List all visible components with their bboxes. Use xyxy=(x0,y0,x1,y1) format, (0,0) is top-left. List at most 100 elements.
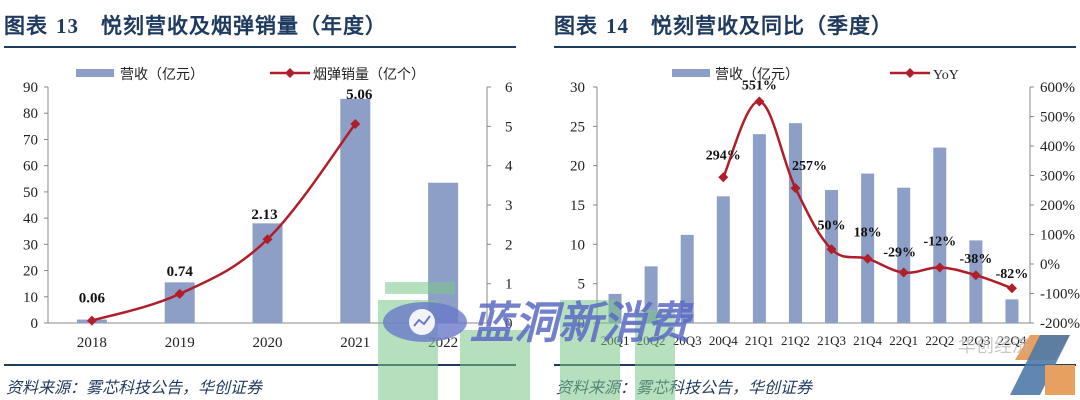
source-note: 资料来源：雾芯科技公告，华创证券 xyxy=(6,380,263,397)
figure-number: 13 xyxy=(56,14,79,38)
data-label: 294% xyxy=(706,148,741,163)
y2-tick-label: 1 xyxy=(505,277,513,293)
y2-tick-label: 300% xyxy=(1040,169,1075,185)
legend-bar-swatch xyxy=(672,69,710,77)
quarterly-chart-panel: 图表 14 悦刻营收及同比（季度） 资料来源：雾芯科技公告，华创证券 xyxy=(550,0,1080,400)
bar xyxy=(428,182,459,323)
x-tick-label: 22Q1 xyxy=(889,333,918,348)
legend-bar-label: 营收（亿元） xyxy=(715,67,799,83)
data-point-marker xyxy=(718,172,729,183)
y2-tick-label: 0 xyxy=(505,316,513,332)
yoy-line-series xyxy=(722,100,1013,290)
data-label: 0.06 xyxy=(79,291,106,307)
y-tick-label: 0 xyxy=(31,316,39,332)
y2-tick-label: -100% xyxy=(1040,287,1080,303)
data-point-marker xyxy=(754,96,765,107)
x-tick-label: 21Q1 xyxy=(745,333,774,348)
bar xyxy=(861,173,875,323)
quarterly-chart: 0 5 10 15 20 25 30 -200% -100% 0% 100% 200% 300% 400%… xyxy=(570,67,1080,348)
source-rule xyxy=(554,364,1076,366)
line-series xyxy=(91,123,357,322)
y2-tick-label: 200% xyxy=(1040,198,1075,214)
data-point-marker xyxy=(285,68,295,78)
data-label: -12% xyxy=(923,235,956,250)
legend-bar-label: 营收（亿元） xyxy=(120,67,204,83)
legend-line-label: 烟弹销量（亿个） xyxy=(313,67,425,83)
y2-tick-label: 500% xyxy=(1040,110,1075,126)
data-label: 257% xyxy=(792,159,827,174)
title-prefix: 图表 xyxy=(554,14,598,38)
data-point-marker xyxy=(1006,283,1017,294)
y-tick-label: 90 xyxy=(23,80,38,96)
data-label: 5.06 xyxy=(346,87,373,103)
y2-tick-label: 600% xyxy=(1040,80,1075,96)
data-label: 551% xyxy=(742,78,777,93)
bar xyxy=(608,293,622,323)
data-point-marker xyxy=(86,315,97,326)
y-tick-label: 5 xyxy=(578,277,586,293)
x-tick-label: 21Q4 xyxy=(853,333,882,348)
data-point-marker xyxy=(174,288,185,299)
x-tick-label: 22Q4 xyxy=(998,333,1027,348)
y-tick-label: 0 xyxy=(578,316,586,332)
y-tick-label: 10 xyxy=(570,237,585,253)
bar xyxy=(716,196,730,323)
data-label: 50% xyxy=(818,218,846,233)
y2-tick-label: 5 xyxy=(505,119,513,135)
y-tick-label: 60 xyxy=(23,159,38,175)
data-label: 0.74 xyxy=(167,264,194,280)
data-point-marker xyxy=(262,234,273,245)
source-note: 资料来源：雾芯科技公告，华创证券 xyxy=(556,380,813,397)
y2-tick-label: 400% xyxy=(1040,139,1075,155)
y-tick-label: 80 xyxy=(23,106,38,122)
data-label: -29% xyxy=(883,246,916,261)
x-tick-label: 21Q3 xyxy=(817,333,846,348)
annual-chart-panel: 图表 13 悦刻营收及烟弹销量（年度） 0 10 20 30 40 50 60 70 80 90 0 1 2… xyxy=(4,10,516,397)
data-point-marker xyxy=(350,118,361,129)
x-tick-label: 21Q2 xyxy=(781,333,810,348)
title-text: 悦刻营收及同比（季度） xyxy=(651,14,893,38)
bar xyxy=(788,123,802,323)
data-point-marker xyxy=(934,262,945,273)
y2-tick-label: 6 xyxy=(505,80,513,96)
legend-bar-swatch xyxy=(76,69,114,77)
figure-number: 14 xyxy=(606,14,629,38)
y2-tick-label: 100% xyxy=(1040,228,1075,244)
data-point-marker xyxy=(862,253,873,264)
y2-tick-label: 4 xyxy=(505,159,513,175)
x-tick-label: 2018 xyxy=(77,335,107,351)
x-tick-label: 20Q1 xyxy=(601,333,630,348)
y2-tick-label: -200% xyxy=(1040,316,1080,332)
title-rule xyxy=(4,46,516,48)
y-tick-label: 70 xyxy=(23,132,38,148)
x-tick-label: 2021 xyxy=(340,335,370,351)
x-tick-label: 2019 xyxy=(165,335,195,351)
bar xyxy=(752,134,766,323)
data-point-marker xyxy=(898,267,909,278)
x-tick-label: 20Q2 xyxy=(637,333,666,348)
bar xyxy=(897,187,911,323)
title-rule xyxy=(554,46,1076,48)
data-point-marker xyxy=(970,270,981,281)
source-rule xyxy=(4,364,516,366)
bar xyxy=(680,234,694,323)
y-tick-label: 20 xyxy=(23,264,38,280)
title-text: 悦刻营收及烟弹销量（年度） xyxy=(101,14,387,38)
title-prefix: 图表 xyxy=(4,14,48,38)
bar xyxy=(933,147,947,323)
y-tick-label: 50 xyxy=(23,185,38,201)
bar xyxy=(825,190,839,323)
bar xyxy=(1005,299,1019,323)
x-tick-label: 22Q3 xyxy=(961,333,990,348)
data-point-marker xyxy=(790,183,801,194)
data-label: 18% xyxy=(854,226,882,241)
data-label: -82% xyxy=(996,267,1029,282)
data-point-marker xyxy=(905,68,915,78)
y-tick-label: 25 xyxy=(570,119,585,135)
y2-tick-label: 2 xyxy=(505,237,513,253)
chart-title: 图表 13 悦刻营收及烟弹销量（年度） xyxy=(4,10,387,40)
y-tick-label: 30 xyxy=(23,237,38,253)
x-tick-label: 2020 xyxy=(253,335,283,351)
y-tick-label: 30 xyxy=(570,80,585,96)
x-tick-label: 20Q3 xyxy=(673,333,702,348)
